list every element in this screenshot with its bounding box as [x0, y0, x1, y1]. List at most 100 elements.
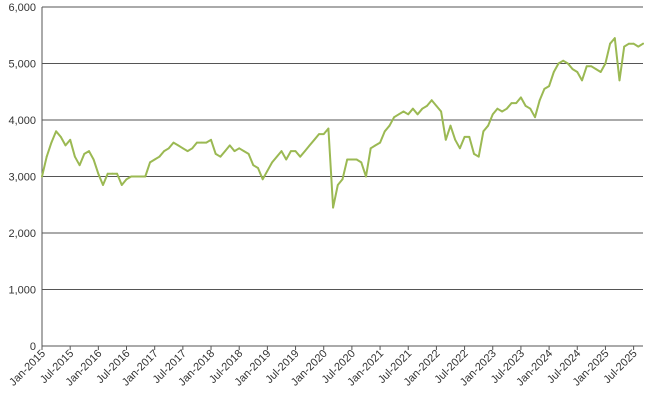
data-point	[336, 184, 339, 186]
data-point	[632, 42, 635, 45]
data-point	[50, 141, 53, 144]
data-point	[416, 113, 419, 116]
data-point	[473, 153, 475, 155]
data-point	[534, 116, 536, 119]
data-point	[299, 155, 302, 158]
data-point	[158, 155, 161, 158]
data-point	[294, 150, 297, 153]
data-point	[135, 175, 137, 178]
y-tick-label: 4,000	[8, 115, 36, 127]
data-point	[585, 65, 588, 68]
data-point	[637, 45, 640, 48]
data-point	[440, 110, 442, 113]
data-point	[41, 175, 43, 178]
data-point	[59, 136, 62, 138]
data-point	[613, 37, 616, 39]
data-point	[167, 147, 170, 150]
data-point	[618, 79, 621, 82]
data-point	[346, 158, 349, 161]
data-point	[477, 155, 480, 158]
data-point	[454, 138, 457, 141]
y-tick-label: 1,000	[8, 285, 36, 297]
data-point	[196, 141, 198, 144]
data-point	[351, 158, 353, 161]
data-point	[228, 144, 231, 147]
data-point	[496, 107, 499, 110]
data-point	[252, 164, 255, 167]
data-point	[520, 96, 522, 99]
data-point	[88, 150, 90, 153]
data-point	[421, 107, 424, 110]
data-point	[383, 130, 386, 133]
data-point	[243, 150, 245, 153]
data-point	[177, 144, 180, 147]
data-point	[304, 150, 306, 153]
data-point	[318, 133, 320, 136]
data-point	[426, 105, 428, 107]
y-tick-label: 3,000	[8, 172, 36, 184]
data-point	[468, 136, 471, 138]
data-point	[172, 141, 175, 144]
data-point	[64, 144, 67, 147]
data-point	[402, 110, 405, 113]
data-point	[449, 124, 452, 127]
data-point	[397, 113, 400, 116]
data-point	[186, 150, 189, 153]
data-point	[205, 141, 208, 144]
data-point	[102, 184, 104, 186]
data-point	[430, 99, 433, 102]
y-tick-label: 0	[30, 341, 36, 353]
data-point	[571, 68, 574, 70]
data-point	[257, 167, 259, 169]
data-point	[599, 71, 602, 73]
data-point	[313, 138, 316, 141]
data-point	[130, 175, 133, 178]
data-point	[153, 158, 156, 161]
data-point	[106, 172, 109, 175]
data-point	[238, 147, 241, 150]
data-point	[322, 133, 325, 136]
data-point	[369, 147, 372, 150]
data-point	[233, 150, 236, 153]
data-point	[374, 144, 377, 147]
data-point	[505, 107, 508, 110]
data-point	[487, 124, 489, 127]
data-point	[365, 175, 367, 178]
data-point	[144, 175, 147, 178]
data-point	[69, 138, 72, 141]
data-point	[463, 136, 466, 138]
data-point	[266, 169, 269, 172]
data-point	[548, 85, 550, 87]
data-point	[97, 172, 100, 175]
data-point	[543, 88, 546, 90]
data-point	[609, 42, 611, 45]
data-point	[111, 172, 114, 175]
data-point	[224, 150, 227, 153]
data-point	[139, 175, 142, 178]
y-tick-label: 5,000	[8, 59, 36, 71]
data-point	[590, 65, 593, 68]
data-point	[538, 99, 541, 102]
data-point	[83, 153, 86, 155]
data-point	[628, 42, 630, 45]
data-point	[388, 124, 391, 127]
data-point	[581, 79, 583, 82]
data-point	[360, 161, 363, 164]
data-point	[459, 147, 461, 150]
data-point	[623, 45, 626, 48]
data-point	[552, 71, 555, 73]
data-point	[379, 141, 381, 144]
data-point	[501, 110, 503, 113]
data-point	[219, 155, 222, 158]
data-point	[78, 164, 81, 167]
data-point	[557, 62, 560, 65]
y-axis-tick-labels: 0 1,000 2,000 3,000 4,000 5,000 6,000	[8, 2, 36, 353]
data-point	[595, 68, 597, 70]
data-point	[163, 150, 166, 153]
data-point	[191, 147, 194, 150]
data-point	[604, 62, 607, 65]
data-point	[407, 113, 410, 116]
data-point	[576, 71, 579, 73]
data-point	[393, 116, 395, 119]
